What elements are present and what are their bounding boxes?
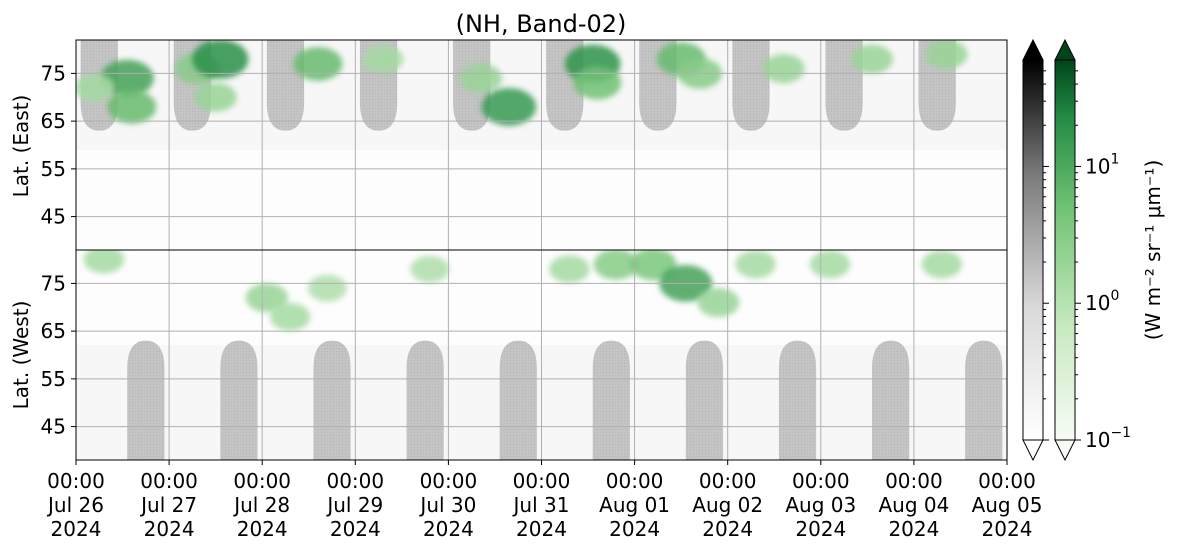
colorbar-tick-label-0: 10−1 [1085, 425, 1131, 452]
night-regions-west [127, 340, 1003, 460]
night-region-east-7 [732, 40, 770, 131]
night-region-west-2 [313, 340, 351, 460]
emission-patch-west-27 [735, 250, 776, 279]
y-tick-label-east-0: 45 [41, 205, 66, 229]
emission-patch-east-14 [762, 54, 805, 84]
colorbar-grey-extend-max [1022, 38, 1044, 61]
night-region-west-0 [127, 340, 165, 460]
colorbar-grey-body [1022, 59, 1044, 441]
emission-patch-east-7 [362, 45, 404, 73]
y-tick-label-west-3: 45 [41, 415, 66, 439]
colorbar-ticks: 10−1 100 101 [1043, 70, 1131, 452]
y-tick-label-east-2: 65 [41, 109, 66, 133]
night-region-east-2 [266, 40, 305, 131]
emission-patches-west [83, 250, 963, 331]
chart-title: (NH, Band-02) [456, 10, 627, 38]
colorbar-green-body [1054, 59, 1076, 441]
night-region-west-3 [406, 340, 444, 460]
x-tick-label-3: 00:00 Jul 29 2024 [325, 469, 384, 541]
colorbar-label: (W m⁻² sr⁻¹ μm⁻¹) [1141, 160, 1165, 341]
emission-patch-west-26 [697, 287, 740, 318]
emission-patch-east-9 [481, 87, 537, 126]
emission-patch-west-29 [921, 250, 963, 279]
emission-patch-east-5 [194, 82, 237, 112]
emission-patch-west-22 [549, 255, 590, 283]
y-tick-label-east-3: 75 [41, 61, 66, 85]
x-tick-label-0: 00:00 Jul 26 2024 [46, 469, 105, 541]
x-tick-label-9: 00:00 Aug 04 2024 [878, 469, 949, 541]
emission-patch-west-21 [410, 255, 450, 283]
night-region-west-9 [965, 340, 1003, 460]
emission-patch-west-17 [83, 250, 125, 274]
emission-patch-east-1 [107, 89, 157, 124]
colorbar-grey-extend-min [1022, 439, 1044, 462]
colorbar-green-extend-min [1054, 439, 1076, 462]
colorbar-grey [1022, 38, 1044, 462]
night-region-west-5 [592, 340, 630, 460]
x-tick-label-2: 00:00 Jul 28 2024 [232, 469, 291, 541]
y-tick-label-east-1: 55 [41, 157, 66, 181]
emission-patch-west-28 [809, 250, 851, 279]
x-ticks: 00:00 Jul 26 2024 00:00 Jul 27 2024 00:00 Jul 2… [46, 460, 1042, 541]
y-tick-label-west-1: 65 [41, 319, 66, 343]
y-tick-label-west-2: 55 [41, 367, 66, 391]
emission-patch-east-11 [573, 66, 622, 100]
emission-patch-east-8 [459, 63, 503, 93]
colorbar-green-extend-max [1054, 38, 1076, 61]
emission-patch-east-15 [850, 44, 894, 74]
night-region-west-4 [499, 340, 537, 460]
y-ticks-east: 45 55 65 75 [41, 61, 76, 229]
night-region-west-1 [220, 340, 258, 460]
x-tick-label-8: 00:00 Aug 03 2024 [785, 469, 856, 541]
emission-patch-west-23 [593, 250, 639, 280]
colorbar-tick-label-1: 100 [1085, 288, 1119, 315]
emission-patch-east-16 [925, 40, 968, 69]
emission-patch-west-20 [307, 274, 347, 302]
y-tick-label-west-0: 75 [41, 271, 66, 295]
night-region-west-6 [685, 340, 724, 460]
ylabel-west: Lat. (West) [9, 301, 33, 410]
night-region-west-8 [872, 340, 910, 460]
x-tick-label-5: 00:00 Jul 31 2024 [512, 469, 571, 541]
x-tick-label-1: 00:00 Jul 27 2024 [139, 469, 198, 541]
ylabel-east: Lat. (East) [9, 95, 33, 198]
colorbar-green [1054, 38, 1076, 462]
emission-patch-west-18 [245, 283, 288, 313]
emission-patches-east [76, 40, 968, 126]
emission-patch-east-4 [192, 40, 249, 79]
x-tick-label-7: 00:00 Aug 02 2024 [692, 469, 763, 541]
y-ticks-west: 75 65 55 45 [41, 271, 76, 439]
night-region-west-7 [778, 340, 817, 460]
emission-patch-east-6 [293, 46, 343, 81]
x-tick-label-4: 00:00 Jul 30 2024 [418, 469, 477, 541]
colorbar-tick-label-2: 101 [1085, 151, 1119, 178]
emission-patch-west-19 [269, 302, 311, 331]
x-tick-label-10: 00:00 Aug 05 2024 [972, 469, 1043, 541]
emission-patch-east-2 [76, 73, 115, 102]
x-tick-label-6: 00:00 Aug 01 2024 [599, 469, 670, 541]
